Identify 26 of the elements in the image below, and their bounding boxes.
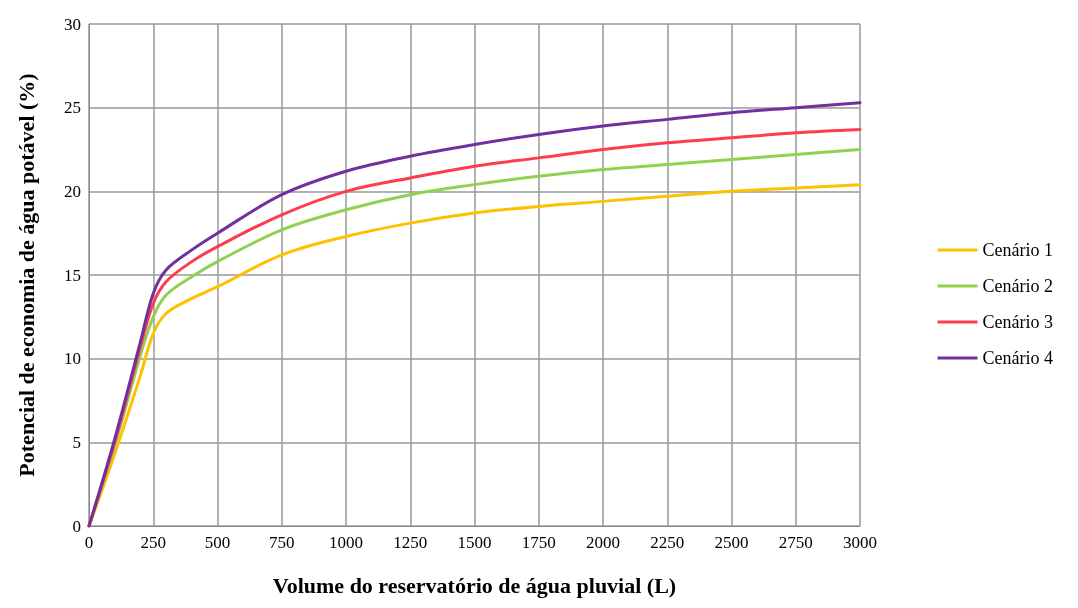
y-axis-title: Potencial de economia de água potável (%) xyxy=(13,73,39,477)
y-tick-label: 5 xyxy=(72,432,81,452)
legend-label: Cenário 4 xyxy=(982,348,1053,368)
x-tick-label: 750 xyxy=(269,533,295,552)
y-tick-label: 10 xyxy=(64,349,81,369)
x-tick-label: 1250 xyxy=(393,533,428,552)
x-tick-label: 1000 xyxy=(329,533,363,552)
x-tick-label: 2250 xyxy=(650,533,685,552)
x-tick-label: 1750 xyxy=(521,533,556,552)
y-tick-label: 0 xyxy=(72,516,81,536)
y-tick-label: 30 xyxy=(64,14,81,34)
legend-label: Cenário 2 xyxy=(982,276,1053,296)
x-tick-label: 0 xyxy=(84,533,94,552)
x-tick-label: 3000 xyxy=(843,533,877,552)
legend-label: Cenário 3 xyxy=(982,312,1053,332)
x-tick-label: 2750 xyxy=(778,533,813,552)
x-tick-label: 2000 xyxy=(586,533,620,552)
y-tick-label: 20 xyxy=(64,181,81,201)
x-tick-label: 500 xyxy=(204,533,231,552)
y-tick-label: 15 xyxy=(64,265,81,285)
y-tick-label: 25 xyxy=(64,98,81,118)
x-tick-label: 2500 xyxy=(714,533,749,552)
x-axis-title: Volume do reservatório de água pluvial (L) xyxy=(272,572,677,598)
x-tick-label: 1500 xyxy=(457,533,492,552)
x-tick-label: 250 xyxy=(140,533,166,552)
legend-label: Cenário 1 xyxy=(982,240,1053,260)
